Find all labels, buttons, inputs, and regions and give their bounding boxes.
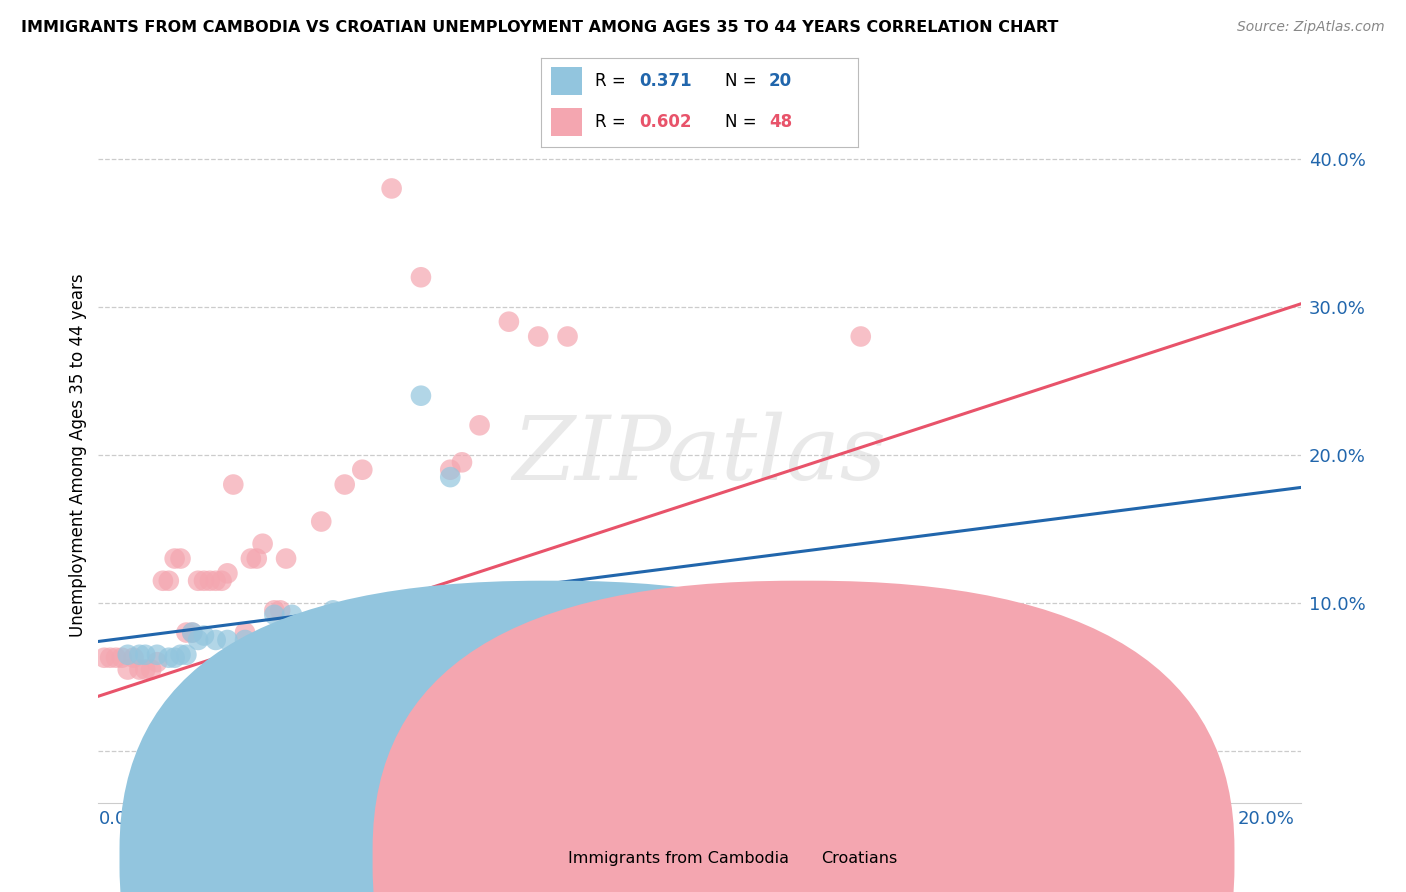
Point [181,625,204,640]
Point [128,663,150,677]
Text: Source: ZipAtlas.com: Source: ZipAtlas.com [1237,20,1385,34]
Point [176,625,198,640]
Text: R =: R = [595,71,631,90]
Bar [551,67,582,95]
Point [141,663,163,677]
Point [1025,632,1047,647]
Point [233,625,256,640]
Point [322,663,344,677]
Text: 0.602: 0.602 [640,112,692,131]
Point [163,551,186,566]
Point [157,574,180,588]
Point [187,574,209,588]
Point [333,477,356,491]
Point [409,389,432,403]
Text: 48: 48 [769,112,792,131]
Point [281,607,304,622]
Point [163,650,186,665]
Text: ZIPatlas: ZIPatlas [512,411,887,499]
Point [498,315,520,329]
Point [117,648,139,662]
Text: R =: R = [595,112,631,131]
Point [252,537,274,551]
Text: 20: 20 [769,71,792,90]
Text: N =: N = [725,112,762,131]
Point [557,329,579,343]
Point [468,418,491,433]
Point [439,470,461,484]
Text: Croatians: Croatians [821,851,897,865]
Point [198,574,221,588]
Point [176,648,198,662]
Point [233,632,256,647]
Point [211,574,233,588]
Point [222,477,245,491]
Point [134,648,156,662]
Point [169,551,191,566]
Text: 20.0%: 20.0% [1237,810,1295,828]
Point [157,650,180,665]
Point [309,515,332,529]
Point [439,463,461,477]
Point [204,574,226,588]
Point [762,614,785,628]
Point [169,648,191,662]
Point [274,551,297,566]
Text: 0.0%: 0.0% [98,810,143,828]
Point [239,551,262,566]
Point [98,650,121,665]
Point [269,603,291,617]
Point [409,270,432,285]
Text: 0.371: 0.371 [640,71,692,90]
Point [193,574,215,588]
Point [152,574,174,588]
Point [287,663,309,677]
Point [451,455,474,469]
Text: IMMIGRANTS FROM CAMBODIA VS CROATIAN UNEMPLOYMENT AMONG AGES 35 TO 44 YEARS CORR: IMMIGRANTS FROM CAMBODIA VS CROATIAN UNE… [21,20,1059,35]
Text: Immigrants from Cambodia: Immigrants from Cambodia [568,851,789,865]
Point [381,181,404,195]
Point [93,650,115,665]
Bar [551,108,582,136]
Point [246,551,269,566]
Point [181,625,204,640]
Point [228,663,250,677]
Point [527,329,550,343]
Point [352,463,374,477]
Point [146,655,169,669]
Point [263,607,285,622]
Point [849,329,872,343]
Y-axis label: Unemployment Among Ages 35 to 44 years: Unemployment Among Ages 35 to 44 years [69,273,87,637]
Point [146,648,169,662]
Point [111,650,134,665]
Point [292,685,315,699]
Text: N =: N = [725,71,762,90]
Point [322,603,344,617]
Point [117,663,139,677]
Point [281,632,304,647]
Point [105,650,128,665]
Point [122,650,145,665]
Point [263,603,285,617]
Point [187,632,209,647]
Point [217,566,239,581]
Point [193,628,215,642]
Point [217,632,239,647]
Point [128,648,150,662]
Point [134,663,156,677]
Point [204,632,226,647]
